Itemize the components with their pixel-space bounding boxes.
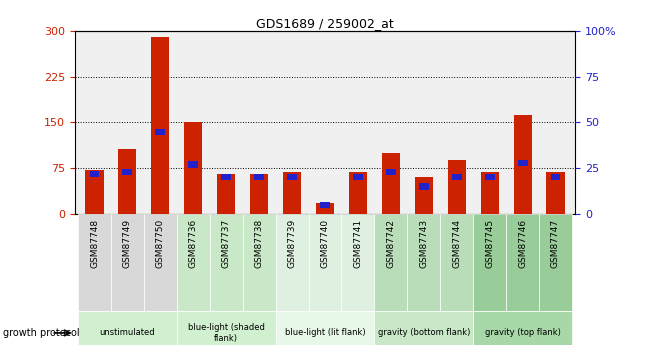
- Bar: [210, 214, 242, 310]
- Bar: [473, 214, 506, 310]
- Text: blue-light (shaded
flank): blue-light (shaded flank): [188, 323, 265, 343]
- Text: GSM87737: GSM87737: [222, 219, 231, 268]
- Text: unstimulated: unstimulated: [99, 328, 155, 337]
- Bar: [547, 172, 565, 214]
- Text: GSM87738: GSM87738: [255, 219, 264, 268]
- Text: GSM87745: GSM87745: [485, 219, 494, 268]
- Bar: [341, 214, 374, 310]
- Text: GSM87750: GSM87750: [156, 219, 165, 268]
- Text: growth protocol: growth protocol: [3, 328, 80, 338]
- Text: GSM87746: GSM87746: [518, 219, 527, 268]
- Bar: [551, 174, 560, 180]
- Bar: [85, 170, 103, 214]
- Bar: [309, 214, 341, 310]
- Text: GSM87742: GSM87742: [386, 219, 395, 268]
- Bar: [276, 214, 309, 310]
- Text: gravity (bottom flank): gravity (bottom flank): [378, 328, 470, 337]
- Bar: [111, 214, 144, 310]
- Text: blue-light (lit flank): blue-light (lit flank): [285, 328, 365, 337]
- Bar: [151, 37, 170, 214]
- Bar: [177, 310, 276, 345]
- Bar: [539, 214, 572, 310]
- Bar: [78, 310, 177, 345]
- Text: GSM87736: GSM87736: [188, 219, 198, 268]
- Bar: [452, 174, 461, 180]
- Bar: [122, 169, 133, 175]
- Bar: [415, 177, 433, 214]
- Bar: [287, 174, 297, 180]
- Bar: [517, 160, 528, 166]
- Bar: [440, 214, 473, 310]
- Text: GSM87744: GSM87744: [452, 219, 462, 268]
- Bar: [386, 169, 396, 175]
- Bar: [144, 214, 177, 310]
- Text: gravity (top flank): gravity (top flank): [485, 328, 560, 337]
- Bar: [514, 115, 532, 214]
- Bar: [353, 174, 363, 180]
- Bar: [419, 184, 429, 189]
- Bar: [506, 214, 539, 310]
- Bar: [382, 153, 400, 214]
- Bar: [90, 171, 99, 177]
- Bar: [242, 214, 276, 310]
- Bar: [217, 174, 235, 214]
- Text: GSM87747: GSM87747: [551, 219, 560, 268]
- Text: GSM87743: GSM87743: [419, 219, 428, 268]
- Bar: [254, 174, 264, 180]
- Bar: [473, 310, 572, 345]
- Bar: [188, 161, 198, 168]
- Bar: [177, 214, 210, 310]
- Bar: [155, 129, 165, 135]
- Bar: [374, 310, 473, 345]
- Text: GSM87749: GSM87749: [123, 219, 132, 268]
- Bar: [78, 214, 111, 310]
- Bar: [221, 174, 231, 180]
- Bar: [374, 214, 408, 310]
- Bar: [276, 310, 374, 345]
- Title: GDS1689 / 259002_at: GDS1689 / 259002_at: [256, 17, 394, 30]
- Bar: [408, 214, 440, 310]
- Bar: [118, 149, 136, 214]
- Text: GSM87740: GSM87740: [320, 219, 330, 268]
- Bar: [320, 202, 330, 208]
- Bar: [283, 172, 301, 214]
- Bar: [184, 122, 202, 214]
- Bar: [349, 172, 367, 214]
- Bar: [316, 203, 334, 214]
- Bar: [480, 172, 499, 214]
- Text: GSM87739: GSM87739: [287, 219, 296, 268]
- Bar: [448, 160, 466, 214]
- Bar: [250, 174, 268, 214]
- Text: GSM87741: GSM87741: [354, 219, 363, 268]
- Bar: [485, 174, 495, 180]
- Text: GSM87748: GSM87748: [90, 219, 99, 268]
